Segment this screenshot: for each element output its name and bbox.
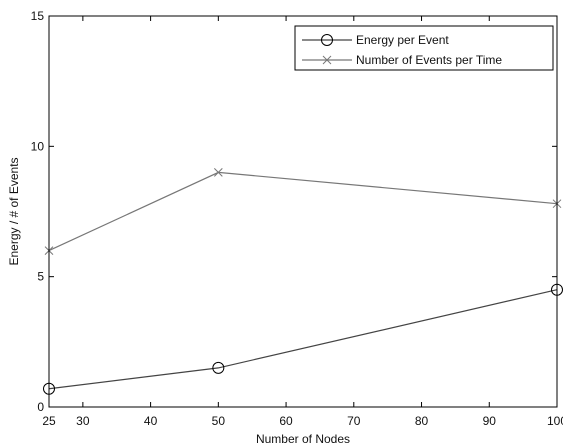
y-axis-label: Energy / # of Events [7,157,21,265]
y-tick-label: 5 [37,270,44,284]
x-axis-label: Number of Nodes [256,432,350,446]
y-tick-label: 15 [31,9,45,23]
x-tick-label: 60 [279,414,293,428]
legend-marker-circle-icon [321,34,333,46]
plot-layer [43,168,563,395]
legend-item-number-of-events-per-time: Number of Events per Time [302,53,502,67]
plot-frame [48,15,558,408]
legend-item-energy-per-event: Energy per Event [302,33,449,47]
x-tick-label: 100 [547,414,563,428]
ticks-layer: 25 30 40 50 60 70 80 90 100 0 5 10 15 [31,9,563,428]
chart-legend: Energy per Event Number of Events per Ti… [294,25,554,71]
y-tick-label: 10 [31,139,45,153]
x-tick-label: 80 [415,414,429,428]
x-tick-label: 25 [42,414,56,428]
series-line-0 [48,289,558,390]
y-tick-label: 0 [37,400,44,414]
legend-label-energy-per-event: Energy per Event [356,33,449,47]
data-point-x-1 [213,168,223,177]
x-tick-label: 50 [212,414,226,428]
series-line-1 [48,171,558,252]
x-tick-label: 70 [347,414,361,428]
legend-box [294,25,554,71]
axes-layer [48,15,558,408]
legend-marker-x-icon [322,55,332,65]
x-tick-label: 40 [144,414,158,428]
x-tick-label: 90 [483,414,497,428]
data-point-circle-1 [212,361,225,374]
x-tick-label: 30 [76,414,90,428]
legend-label-number-of-events-per-time: Number of Events per Time [356,53,502,67]
